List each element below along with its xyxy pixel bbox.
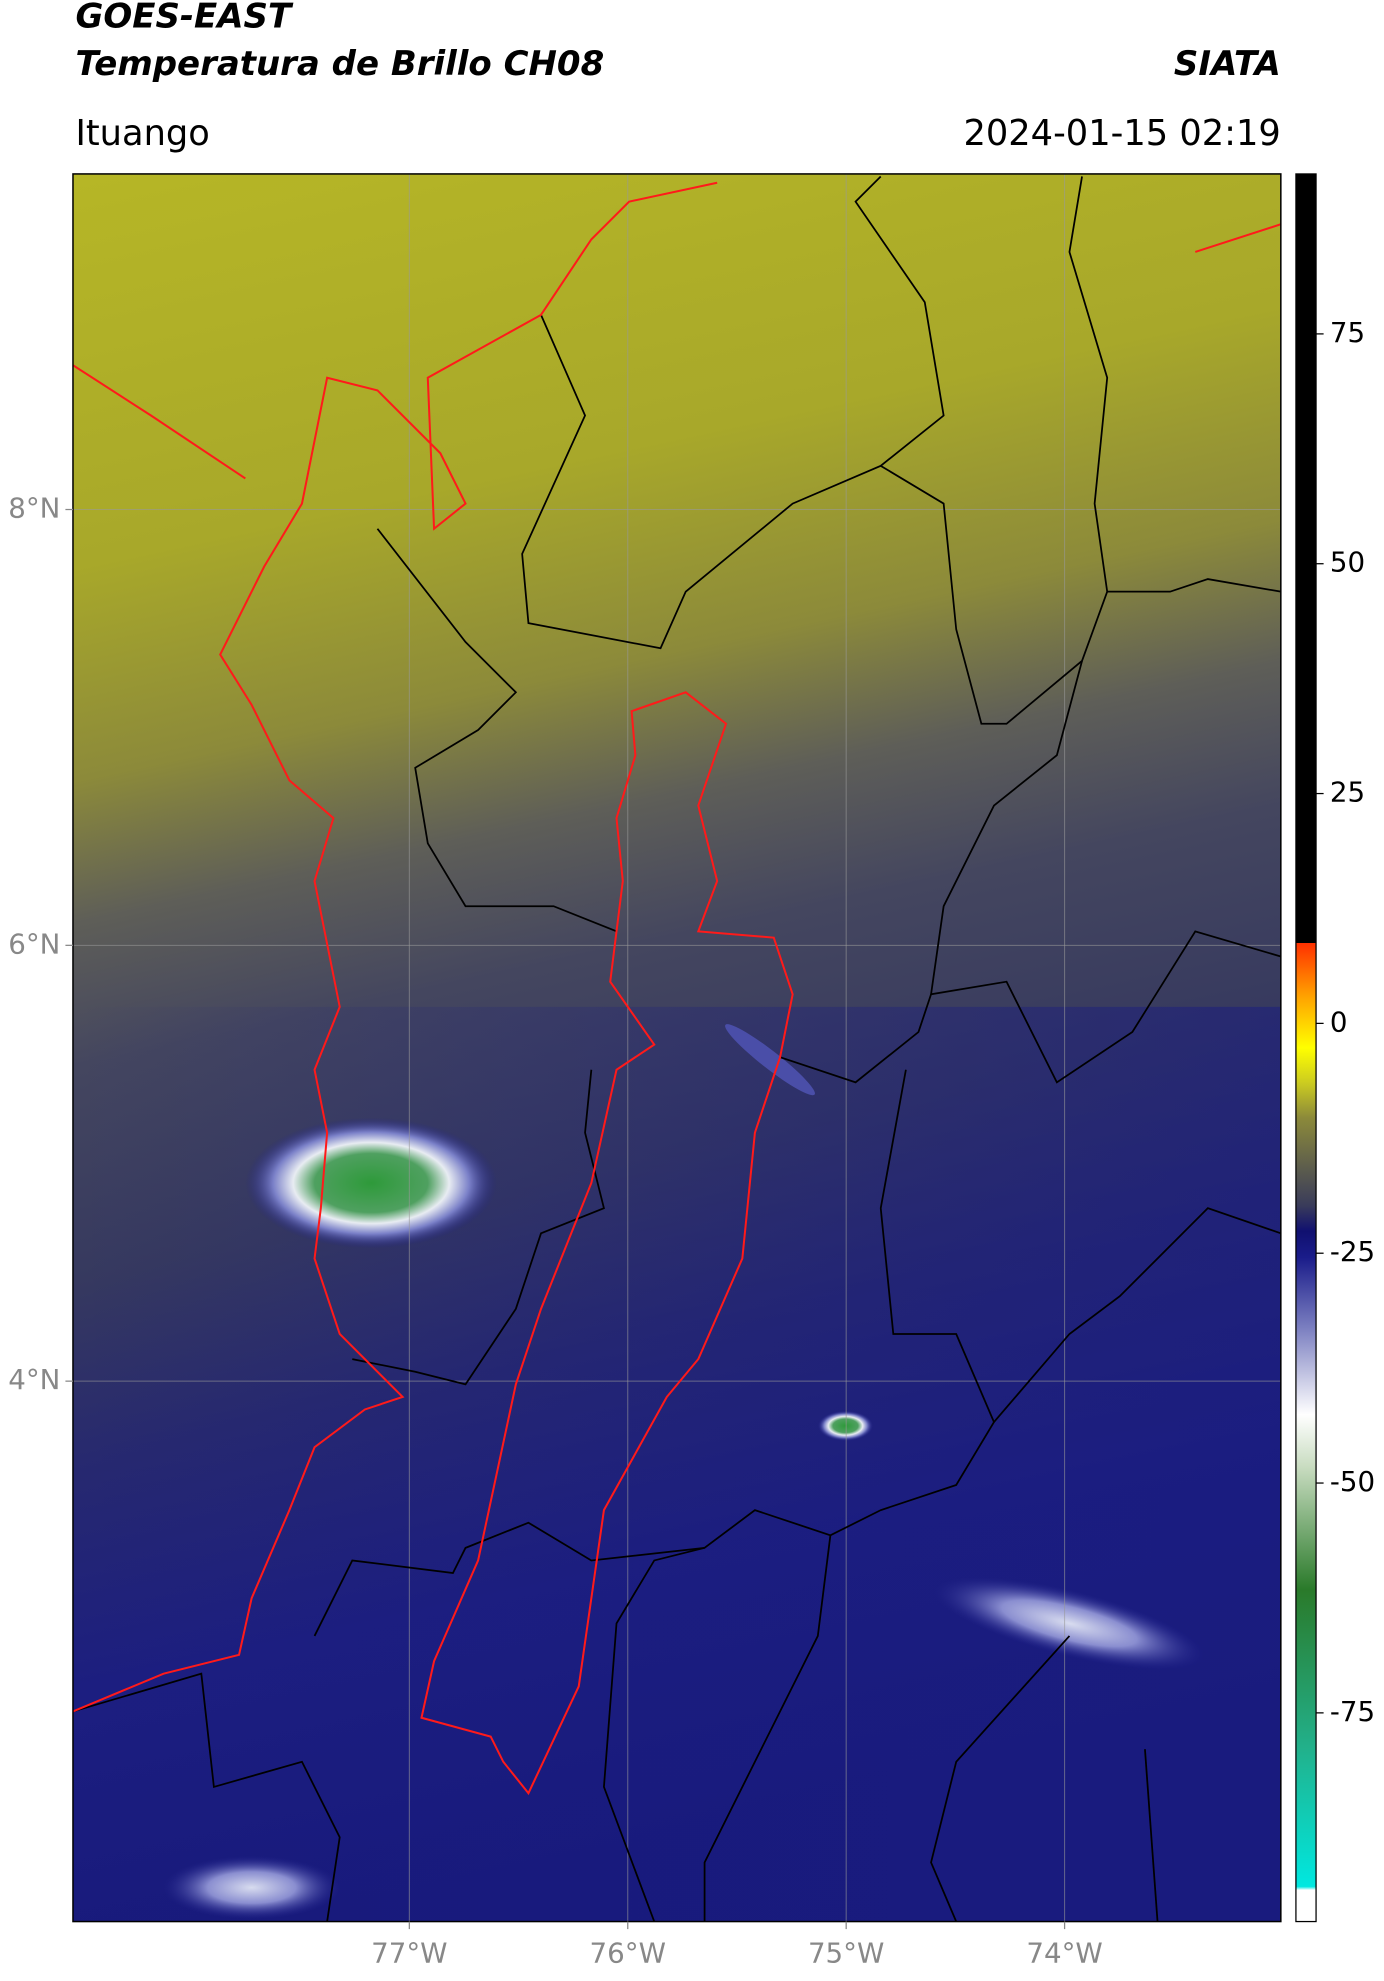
cloud	[245, 1117, 497, 1249]
coastline	[72, 364, 246, 480]
border	[521, 175, 945, 650]
axis-labels: 77°W 76°W 75°W 74°W 8°N 6°N 4°N 75 50 25 0 -25 -50 -7…	[8, 316, 1375, 1969]
border	[72, 1672, 341, 1922]
x-tick-label: 76°W	[590, 1936, 666, 1969]
y-tick-label: 4°N	[8, 1363, 60, 1396]
y-tick-label: 6°N	[8, 927, 60, 960]
colorbar-tick-label: 50	[1330, 546, 1365, 579]
border	[993, 1207, 1281, 1423]
location: Ituango	[75, 113, 209, 154]
cloud	[163, 1856, 340, 1920]
title: GOES-EAST	[75, 0, 293, 36]
border	[930, 660, 1281, 1084]
colorbar-tick-label: 25	[1330, 776, 1365, 809]
border	[1107, 578, 1281, 593]
agency: SIATA	[1174, 44, 1281, 84]
border	[313, 1521, 705, 1637]
cloud	[817, 1410, 874, 1441]
border	[779, 993, 932, 1084]
x-tick-label: 77°W	[371, 1936, 447, 1969]
datetime: 2024-01-15 02:19	[963, 113, 1280, 154]
cloud	[725, 1024, 815, 1096]
colorbar-tick-label: 75	[1330, 316, 1365, 349]
x-tick-label: 74°W	[1026, 1936, 1102, 1969]
imagery	[72, 1006, 1281, 1922]
basin-outline	[420, 691, 794, 1796]
border	[930, 1635, 1071, 1922]
border	[352, 1069, 605, 1386]
cloud	[934, 1577, 1204, 1670]
border	[603, 1069, 995, 1922]
subtitle: Temperatura de Brillo CH08	[75, 44, 604, 84]
border	[703, 1535, 832, 1922]
grid	[72, 173, 1281, 1922]
coastline	[1194, 223, 1281, 253]
colorbar-tick-label: 0	[1330, 1005, 1348, 1038]
y-tick-label: 8°N	[8, 492, 60, 525]
border	[376, 528, 617, 933]
colorbar-tick-label: -25	[1330, 1235, 1375, 1268]
map-frame	[72, 173, 1282, 1923]
border	[1144, 1749, 1159, 1922]
colorbar	[1295, 173, 1317, 1923]
colorbar-tick-label: -50	[1330, 1465, 1375, 1498]
colorbar-tick-label: -75	[1330, 1695, 1375, 1728]
coastline	[72, 181, 718, 1713]
x-tick-label: 75°W	[808, 1936, 884, 1969]
map-image	[72, 173, 1281, 1922]
